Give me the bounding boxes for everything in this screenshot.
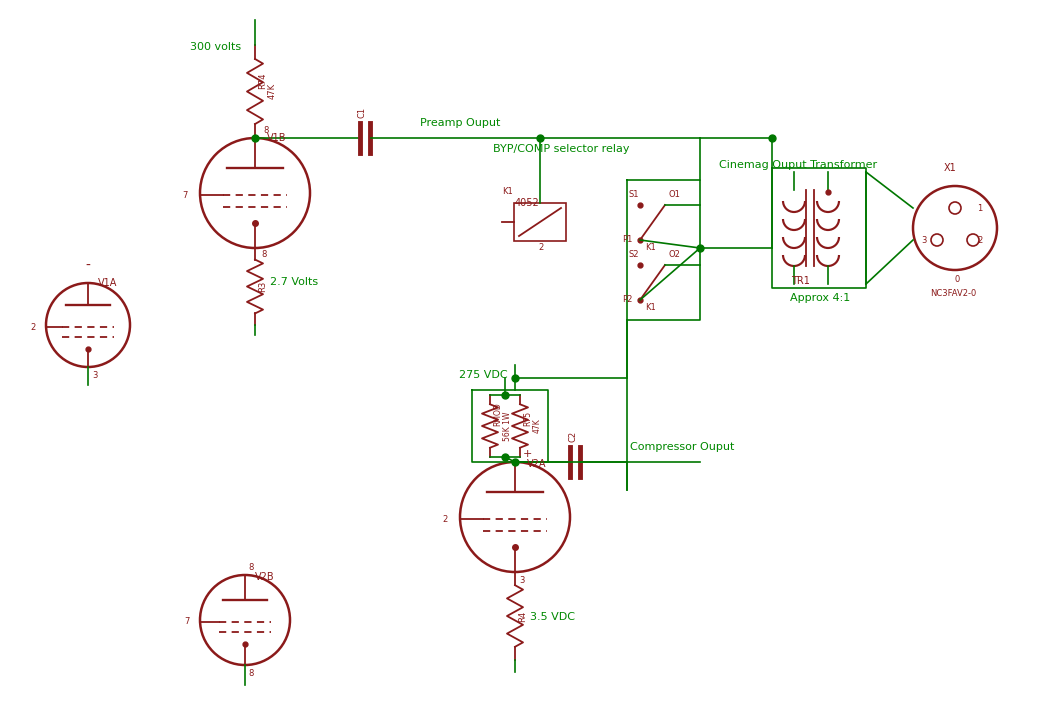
Text: V1B: V1B bbox=[267, 133, 287, 143]
Text: Cinemag Ouput Transformer: Cinemag Ouput Transformer bbox=[719, 160, 877, 170]
Text: S2: S2 bbox=[628, 250, 638, 259]
Text: R4: R4 bbox=[518, 610, 527, 622]
Text: C1: C1 bbox=[358, 107, 366, 118]
Text: BYP/COMP selector relay: BYP/COMP selector relay bbox=[493, 144, 630, 154]
Text: +: + bbox=[523, 449, 532, 459]
Text: 56K 1W: 56K 1W bbox=[503, 411, 512, 441]
Text: 1: 1 bbox=[977, 203, 983, 213]
Text: C2: C2 bbox=[568, 431, 578, 442]
Text: V2A: V2A bbox=[527, 459, 547, 469]
Text: O1: O1 bbox=[668, 190, 680, 199]
Text: 3: 3 bbox=[922, 236, 927, 244]
Text: K1: K1 bbox=[645, 303, 656, 312]
Text: 8: 8 bbox=[263, 126, 268, 135]
Text: P1: P1 bbox=[622, 235, 632, 244]
Text: 47K: 47K bbox=[533, 418, 542, 433]
Text: 4052: 4052 bbox=[515, 198, 539, 208]
Text: RMOD: RMOD bbox=[493, 402, 502, 426]
Text: 275 VDC: 275 VDC bbox=[459, 370, 508, 380]
Text: NC3FAV2-0: NC3FAV2-0 bbox=[930, 289, 976, 298]
Text: 8: 8 bbox=[248, 669, 253, 678]
Text: V2B: V2B bbox=[254, 572, 274, 582]
Text: 2: 2 bbox=[30, 323, 37, 331]
Text: V1A: V1A bbox=[98, 278, 118, 288]
Text: 7: 7 bbox=[183, 191, 188, 199]
Text: R3: R3 bbox=[258, 281, 267, 291]
Text: K1: K1 bbox=[502, 187, 513, 196]
Text: 0: 0 bbox=[954, 275, 960, 284]
Text: R74: R74 bbox=[258, 73, 267, 89]
Text: 300 volts: 300 volts bbox=[190, 42, 241, 52]
Text: X1: X1 bbox=[944, 163, 956, 173]
Text: 2.7 Volts: 2.7 Volts bbox=[270, 277, 318, 287]
Text: 2: 2 bbox=[538, 243, 543, 252]
Text: 3: 3 bbox=[519, 576, 525, 585]
Text: -: - bbox=[86, 259, 91, 273]
Text: TR1: TR1 bbox=[791, 276, 809, 286]
Text: O2: O2 bbox=[668, 250, 680, 259]
Bar bbox=[514, 203, 566, 241]
Text: 8: 8 bbox=[248, 563, 253, 572]
Text: R75: R75 bbox=[523, 411, 532, 426]
Text: Compressor Ouput: Compressor Ouput bbox=[630, 442, 734, 452]
Text: 2: 2 bbox=[442, 515, 448, 523]
Text: Approx 4:1: Approx 4:1 bbox=[790, 293, 850, 303]
Text: 2: 2 bbox=[977, 236, 983, 244]
Text: K1: K1 bbox=[645, 243, 656, 252]
Text: P2: P2 bbox=[622, 295, 632, 304]
Text: 3: 3 bbox=[92, 371, 97, 380]
Text: 47K: 47K bbox=[268, 83, 277, 99]
Text: 3.5 VDC: 3.5 VDC bbox=[530, 612, 575, 622]
Text: S1: S1 bbox=[628, 190, 638, 199]
Text: 8: 8 bbox=[261, 250, 266, 259]
Text: 7: 7 bbox=[185, 618, 190, 626]
Text: Preamp Ouput: Preamp Ouput bbox=[420, 118, 501, 128]
